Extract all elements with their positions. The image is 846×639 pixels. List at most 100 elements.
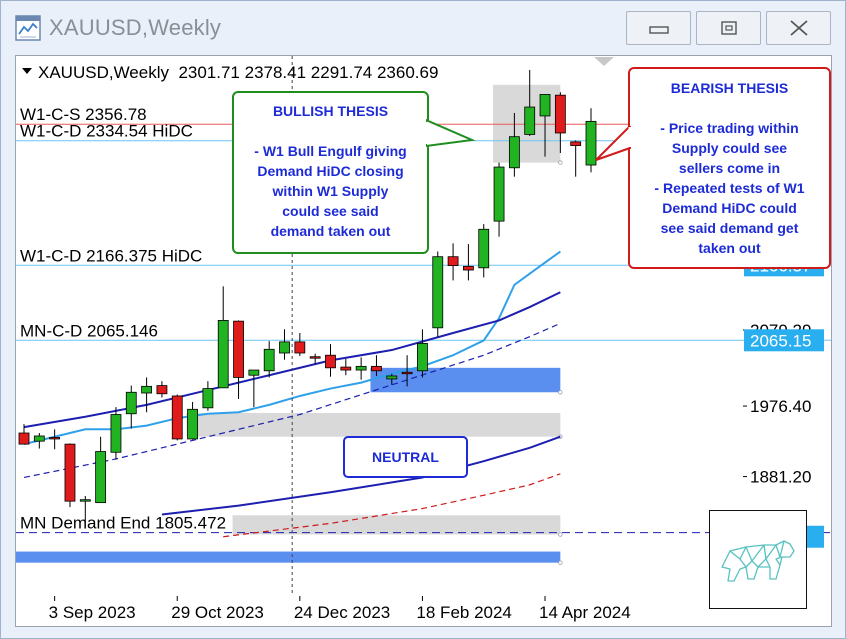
y-tick-label: 1881.20 (750, 468, 811, 487)
bullish-note-line: could see said (282, 203, 379, 219)
bull-candle[interactable] (508, 136, 520, 169)
minimize-button[interactable] (626, 11, 691, 45)
bull-candle[interactable] (493, 166, 505, 222)
bull-candle[interactable] (524, 106, 536, 135)
zone-anchor-dot[interactable] (558, 560, 563, 565)
bullish-thesis-note: BULLISH THESIS - W1 Bull Engulf giving Dem… (232, 91, 429, 254)
ohlc-header: XAUUSD,Weekly 2301.71 2378.41 2291.74 23… (38, 63, 438, 82)
bearish-note-line: Demand HiDC could (662, 200, 797, 216)
bull-candle[interactable] (279, 341, 290, 354)
zone-anchor-dot[interactable] (558, 160, 563, 165)
x-tick-label: 29 Oct 2023 (171, 603, 264, 622)
bull-candle[interactable] (110, 414, 122, 453)
y-tick-label: 1976.40 (750, 397, 811, 416)
bear-candle[interactable] (171, 395, 183, 440)
ma_dash_red-line (223, 473, 561, 538)
demand-zone (16, 551, 561, 563)
bear-candle[interactable] (156, 385, 168, 395)
bear-candle[interactable] (309, 356, 321, 359)
ma_dash_blue-line (23, 322, 561, 479)
bull-candle[interactable] (478, 228, 490, 269)
bear-candle[interactable] (554, 94, 566, 134)
bear-candle[interactable] (64, 443, 76, 502)
bull-candle[interactable] (248, 369, 260, 376)
bearish-note-line: sellers come in (678, 160, 781, 176)
bull-candle[interactable] (187, 408, 198, 440)
x-tick-label: 18 Feb 2024 (416, 603, 511, 622)
bullish-note-line: - W1 Bull Engulf giving (254, 143, 407, 159)
bull-candle[interactable] (417, 342, 428, 372)
bull-candle[interactable] (432, 256, 444, 329)
bull-candle[interactable] (202, 388, 214, 409)
bear-candle[interactable] (49, 437, 61, 440)
bear-candle[interactable] (447, 256, 459, 266)
bear-candle[interactable] (294, 341, 306, 354)
zone-anchor-dot[interactable] (558, 532, 563, 537)
bearish-note-line: see said demand get (660, 220, 799, 236)
level-label: MN Demand End 1805.472 (20, 514, 226, 533)
supply-zone (186, 413, 561, 437)
close-icon (789, 20, 808, 36)
symbol-dropdown-icon[interactable] (22, 68, 32, 74)
bear-candle[interactable] (233, 320, 244, 378)
level-label: W1-C-D 2166.375 HiDC (20, 246, 202, 265)
bearish-thesis-note: BEARISH THESIS - Price trading within Supp… (628, 67, 831, 269)
bull-candle[interactable] (263, 348, 275, 372)
restore-button[interactable] (696, 11, 761, 45)
minimize-icon (648, 26, 669, 34)
level-label: MN-C-D 2065.146 (20, 321, 158, 340)
bull-candle[interactable] (539, 94, 551, 117)
bearish-note-line: taken out (698, 240, 761, 256)
bearish-note-line: Supply could see (671, 140, 788, 156)
bear-candle[interactable] (371, 365, 382, 372)
close-button[interactable] (766, 11, 831, 45)
title-bar[interactable]: XAUUSD,Weekly (1, 1, 846, 51)
bull-candle[interactable] (141, 385, 152, 394)
x-tick-label: 3 Sep 2023 (49, 603, 136, 622)
bullish-note-line: within W1 Supply (272, 183, 389, 199)
bearish-note-line: BEARISH THESIS (670, 80, 789, 96)
chart-area[interactable]: W1-C-S 2356.78 W1-C-D 2334.54 HiDC W1-C-D … (15, 55, 832, 627)
price-tag (744, 329, 824, 352)
bear-candle[interactable] (463, 265, 474, 271)
neutral-note: NEUTRAL (343, 436, 468, 478)
x-tick-label: 14 Apr 2024 (539, 603, 631, 622)
bull-candle[interactable] (95, 451, 107, 504)
bear-candle[interactable] (18, 432, 30, 445)
window-title: XAUUSD,Weekly (49, 15, 222, 40)
bear-logo (709, 510, 807, 609)
level-label: W1-C-D 2334.54 HiDC (20, 122, 193, 141)
zone-anchor-dot[interactable] (558, 390, 563, 395)
bull-candle[interactable] (33, 435, 45, 442)
bull-candle[interactable] (386, 375, 398, 380)
bull-candle[interactable] (355, 365, 367, 371)
chart-app-icon (15, 15, 41, 41)
scroll-marker-icon (594, 57, 614, 66)
price-tag-label: 2065.15 (750, 331, 811, 350)
supply-zone (232, 515, 561, 535)
bull-candle[interactable] (125, 391, 137, 415)
restore-icon (720, 21, 737, 35)
neutral-note-line: NEUTRAL (372, 449, 439, 465)
bearish-note-pointer (595, 126, 632, 161)
bearish-note-line (630, 98, 829, 118)
bear-candle[interactable] (570, 141, 582, 146)
bearish-note-line: - Price trading within (660, 120, 799, 136)
bullish-note-line: Demand HiDC closing (257, 163, 404, 179)
bull-candle[interactable] (585, 120, 597, 166)
bear-candle[interactable] (325, 354, 336, 369)
bear-candle[interactable] (340, 366, 352, 371)
bull-candle[interactable] (79, 499, 91, 502)
bull-candle[interactable] (217, 320, 229, 389)
bullish-note-line: demand taken out (270, 223, 391, 239)
level-label: W1-C-S 2356.78 (20, 105, 147, 124)
bear-icon (721, 540, 795, 582)
bearish-note-line: - Repeated tests of W1 (654, 180, 805, 196)
bear-candle[interactable] (401, 371, 413, 375)
bullish-note-line (234, 121, 427, 141)
x-tick-label: 24 Dec 2023 (294, 603, 390, 622)
ma_fast-line (23, 250, 561, 446)
bullish-note-line: BULLISH THESIS (272, 103, 389, 119)
